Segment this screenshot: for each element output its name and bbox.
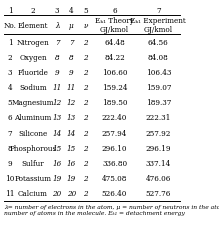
Text: 9: 9 [55,69,59,76]
Text: Eₖ₁ Theory
GJ/kmol: Eₖ₁ Theory GJ/kmol [95,17,134,34]
Text: 15: 15 [52,144,62,152]
Text: 20: 20 [67,190,76,197]
Text: 20: 20 [52,190,62,197]
Text: 3: 3 [8,69,12,76]
Text: 7: 7 [69,38,74,46]
Text: 257.94: 257.94 [102,129,127,137]
Text: 2: 2 [83,99,88,107]
Text: ν: ν [83,22,88,29]
Text: 13: 13 [52,114,62,122]
Text: 2: 2 [83,144,88,152]
Text: 19: 19 [67,174,76,182]
Text: 257.92: 257.92 [146,129,171,137]
Text: λ= number of electrons in the atom, μ = number of neutrons in the atom, ν =
numb: λ= number of electrons in the atom, μ = … [4,204,219,215]
Text: 15: 15 [67,144,76,152]
Text: 336.80: 336.80 [102,159,127,167]
Text: Magnesium: Magnesium [12,99,54,107]
Text: 64.48: 64.48 [104,38,125,46]
Text: Eₖ₁ Experiment
GJ/kmol: Eₖ₁ Experiment GJ/kmol [131,17,186,34]
Text: Fluoride: Fluoride [18,69,48,76]
Text: 11: 11 [52,84,62,92]
Text: 12: 12 [52,99,62,107]
Text: 189.50: 189.50 [102,99,127,107]
Text: 2: 2 [8,54,12,61]
Text: 2: 2 [83,69,88,76]
Text: 6: 6 [112,7,117,14]
Text: 8: 8 [55,54,59,61]
Text: 3: 3 [55,7,59,14]
Text: 1: 1 [8,7,12,14]
Text: 11: 11 [5,190,15,197]
Text: Phosphorous: Phosphorous [9,144,57,152]
Text: 19: 19 [52,174,62,182]
Text: No.: No. [4,22,16,29]
Text: 2: 2 [83,129,88,137]
Text: 222.40: 222.40 [102,114,127,122]
Text: 13: 13 [67,114,76,122]
Text: 159.24: 159.24 [102,84,127,92]
Text: Potassium: Potassium [14,174,51,182]
Text: λ: λ [55,22,59,29]
Text: 106.43: 106.43 [146,69,171,76]
Text: Calcium: Calcium [18,190,48,197]
Text: 14: 14 [52,129,62,137]
Text: 476.06: 476.06 [146,174,171,182]
Text: 296.19: 296.19 [146,144,171,152]
Text: 11: 11 [67,84,76,92]
Text: Oxygen: Oxygen [19,54,47,61]
Text: Sodium: Sodium [19,84,47,92]
Text: 12: 12 [67,99,76,107]
Text: 4: 4 [69,7,74,14]
Text: 7: 7 [156,7,161,14]
Text: μ: μ [69,22,74,29]
Text: 64.56: 64.56 [148,38,169,46]
Text: 7: 7 [55,38,59,46]
Text: Sulfur: Sulfur [22,159,44,167]
Text: 8: 8 [8,144,12,152]
Text: 6: 6 [8,114,12,122]
Text: 2: 2 [83,190,88,197]
Text: 14: 14 [67,129,76,137]
Text: 475.08: 475.08 [102,174,127,182]
Text: 9: 9 [8,159,12,167]
Text: 2: 2 [83,174,88,182]
Text: 4: 4 [8,84,12,92]
Text: Element: Element [18,22,48,29]
Text: 526.40: 526.40 [102,190,127,197]
Text: 16: 16 [67,159,76,167]
Text: 5: 5 [8,99,12,107]
Text: 527.76: 527.76 [146,190,171,197]
Text: 84.22: 84.22 [104,54,125,61]
Text: 10: 10 [5,174,15,182]
Text: 1: 1 [8,38,12,46]
Text: 296.10: 296.10 [102,144,127,152]
Text: Nitrogen: Nitrogen [17,38,49,46]
Text: 7: 7 [8,129,12,137]
Text: 5: 5 [83,7,88,14]
Text: 222.31: 222.31 [146,114,171,122]
Text: 337.14: 337.14 [146,159,171,167]
Text: 2: 2 [31,7,35,14]
Text: 8: 8 [69,54,74,61]
Text: 2: 2 [83,114,88,122]
Text: 16: 16 [52,159,62,167]
Text: 84.08: 84.08 [148,54,169,61]
Text: Aluminum: Aluminum [14,114,52,122]
Text: 2: 2 [83,159,88,167]
Text: 2: 2 [83,38,88,46]
Text: 159.07: 159.07 [146,84,171,92]
Text: 9: 9 [69,69,74,76]
Text: 106.60: 106.60 [102,69,127,76]
Text: 2: 2 [83,54,88,61]
Text: Silicone: Silicone [18,129,48,137]
Text: 189.37: 189.37 [146,99,171,107]
Text: 2: 2 [83,84,88,92]
